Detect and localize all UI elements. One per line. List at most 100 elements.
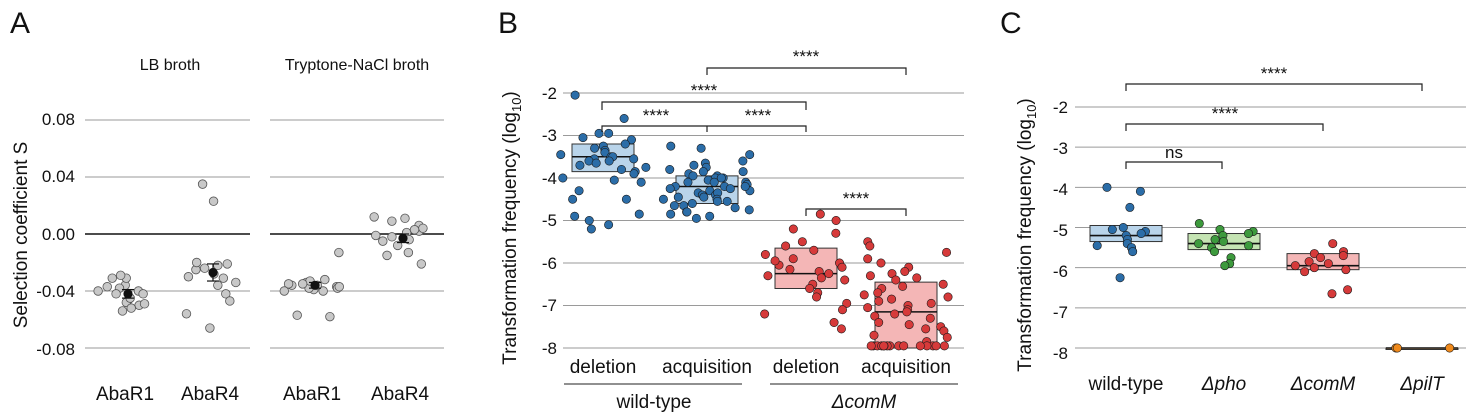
data-point bbox=[722, 196, 732, 206]
panel-c-points bbox=[1092, 182, 1455, 353]
panel-a-xtick-3: AbaR1 bbox=[283, 384, 341, 405]
data-point bbox=[866, 341, 876, 351]
data-point bbox=[570, 90, 580, 100]
sig-label: **** bbox=[745, 106, 772, 125]
panel-b: B -2 -3 -4 -5 -6 -7 -8 Transformation fr… bbox=[498, 7, 964, 413]
data-point bbox=[575, 160, 585, 170]
data-point bbox=[418, 223, 428, 234]
data-point bbox=[604, 220, 614, 230]
data-point bbox=[387, 232, 397, 242]
panel-a: A LB broth Tryptone-NaCl broth 0.08 0.04… bbox=[10, 7, 444, 405]
data-point bbox=[621, 194, 631, 204]
data-point bbox=[279, 286, 289, 296]
data-point bbox=[669, 201, 679, 211]
data-point bbox=[837, 262, 847, 272]
data-point bbox=[591, 158, 601, 168]
data-point bbox=[1343, 285, 1353, 295]
data-point bbox=[1194, 239, 1204, 249]
data-point bbox=[283, 279, 294, 289]
data-point bbox=[738, 156, 748, 166]
data-point bbox=[115, 270, 126, 281]
data-point bbox=[658, 194, 668, 204]
data-point bbox=[416, 259, 427, 269]
data-point bbox=[699, 192, 709, 202]
data-point bbox=[921, 324, 931, 334]
data-point bbox=[760, 250, 770, 260]
data-point bbox=[1316, 253, 1326, 263]
panel-c-xtick-1: wild-type bbox=[1088, 374, 1164, 395]
data-point bbox=[126, 303, 136, 313]
data-point bbox=[876, 258, 886, 268]
data-point bbox=[371, 230, 381, 241]
data-point bbox=[218, 273, 229, 283]
data-point bbox=[594, 128, 604, 138]
mean-point bbox=[123, 289, 133, 299]
sig-label: **** bbox=[843, 189, 870, 208]
ytick-label: -4 bbox=[542, 169, 557, 188]
data-point bbox=[205, 323, 215, 333]
data-point bbox=[666, 141, 676, 151]
sig-bracket bbox=[1125, 123, 1324, 131]
data-point bbox=[1244, 241, 1254, 251]
ytick-label: -7 bbox=[1053, 303, 1068, 322]
data-point bbox=[873, 288, 883, 298]
data-point bbox=[797, 237, 807, 247]
panel-b-points bbox=[556, 90, 953, 351]
panel-b-letter: B bbox=[498, 7, 518, 40]
data-point bbox=[781, 241, 791, 251]
data-point bbox=[556, 150, 566, 160]
data-point bbox=[369, 212, 379, 222]
data-point bbox=[688, 171, 698, 181]
panel-b-xtick-4: acquisition bbox=[861, 357, 951, 378]
ytick-label: -8 bbox=[1053, 344, 1068, 363]
data-point bbox=[863, 303, 873, 313]
panel-a-xtick-4: AbaR4 bbox=[371, 384, 430, 405]
data-point bbox=[725, 184, 735, 194]
data-point bbox=[931, 341, 941, 351]
data-point bbox=[874, 296, 884, 306]
data-point bbox=[809, 245, 819, 255]
data-point bbox=[400, 213, 410, 224]
data-point bbox=[763, 271, 773, 281]
data-point bbox=[859, 290, 869, 300]
data-point bbox=[604, 128, 614, 138]
data-point bbox=[197, 179, 208, 189]
sig-bracket bbox=[805, 208, 907, 216]
ytick-label: 0.00 bbox=[42, 225, 75, 244]
data-point bbox=[231, 277, 241, 288]
data-point bbox=[320, 274, 330, 285]
data-point bbox=[874, 317, 884, 327]
data-point bbox=[836, 324, 846, 334]
sig-bracket bbox=[1125, 83, 1423, 91]
panel-b-xtick-2: acquisition bbox=[662, 357, 752, 378]
sig-label: **** bbox=[691, 81, 718, 100]
data-point bbox=[225, 296, 235, 306]
panel-c-yticks: -2 -3 -4 -5 -6 -7 -8 bbox=[1053, 98, 1068, 363]
ytick-label: -6 bbox=[1053, 262, 1068, 281]
data-point bbox=[1218, 237, 1228, 247]
data-point bbox=[1209, 247, 1219, 257]
panel-c-significance: **** **** ns bbox=[1125, 64, 1423, 169]
panel-a-yticks: 0.08 0.04 0.00 -0.04 -0.08 bbox=[36, 110, 75, 359]
data-point bbox=[902, 307, 912, 317]
data-point bbox=[863, 254, 873, 264]
ytick-label: 0.04 bbox=[42, 167, 75, 186]
data-point bbox=[939, 341, 949, 351]
data-point bbox=[815, 209, 825, 219]
data-point bbox=[382, 250, 392, 261]
data-point bbox=[1323, 259, 1333, 269]
data-point bbox=[318, 286, 328, 296]
data-point bbox=[890, 309, 900, 319]
data-point bbox=[641, 162, 651, 172]
data-point bbox=[1135, 186, 1145, 196]
data-point bbox=[943, 292, 953, 302]
data-point bbox=[1445, 343, 1455, 353]
data-point bbox=[666, 209, 676, 219]
data-point bbox=[904, 320, 914, 330]
data-point bbox=[705, 211, 715, 221]
data-point bbox=[1220, 261, 1230, 271]
data-point bbox=[578, 133, 588, 143]
data-point bbox=[744, 205, 754, 215]
mean-point bbox=[208, 267, 218, 278]
panel-c-xtick-4: ΔpilT bbox=[1399, 374, 1445, 395]
